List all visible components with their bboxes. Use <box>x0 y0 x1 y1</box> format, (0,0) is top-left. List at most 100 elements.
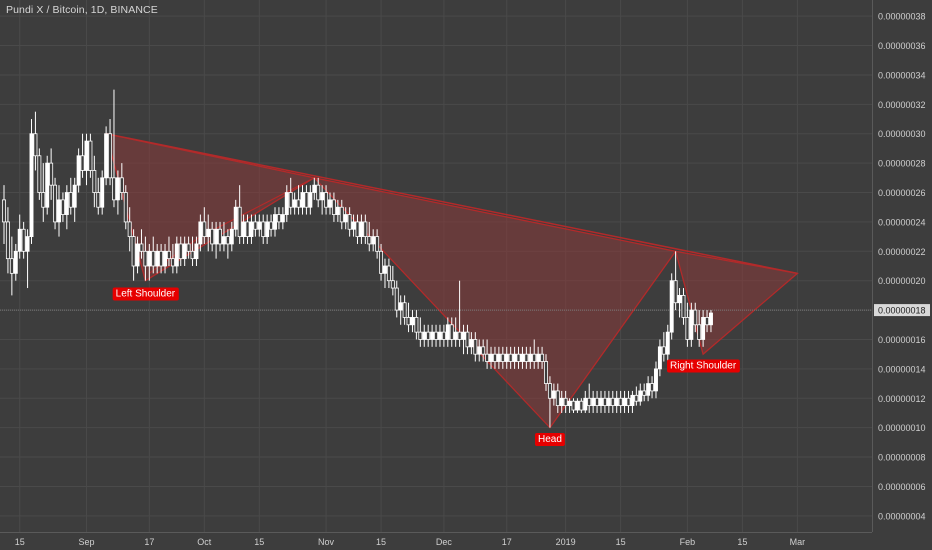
candle-body <box>595 397 600 407</box>
candle-body <box>520 353 525 362</box>
y-tick-label: 0.00000038 <box>878 12 926 22</box>
candle-body <box>127 221 132 238</box>
candle-body <box>489 353 493 362</box>
candle-body <box>665 331 670 355</box>
candle-body <box>64 192 69 215</box>
candle-body <box>689 309 694 340</box>
candle-body <box>25 236 30 252</box>
candle-body <box>33 133 38 157</box>
candle-body <box>536 353 541 362</box>
y-tick-label: 0.00000030 <box>878 129 926 139</box>
x-tick-label: Nov <box>318 537 335 547</box>
candle-body <box>375 236 380 252</box>
candle-body <box>143 250 148 267</box>
candle-body <box>131 236 136 267</box>
candle-body <box>618 397 623 407</box>
pattern-label-text: Right Shoulder <box>670 360 737 371</box>
candle-body <box>88 140 93 171</box>
candle-body <box>249 221 254 238</box>
candle-body <box>708 312 713 326</box>
candle-body <box>57 199 61 223</box>
candle-body <box>335 206 340 215</box>
candle-body <box>284 192 289 215</box>
candle-body <box>563 397 568 407</box>
candle-body <box>53 184 58 223</box>
candle-body <box>551 390 556 399</box>
candle-body <box>265 221 270 238</box>
candle-body <box>245 221 250 238</box>
candle-body <box>441 331 446 340</box>
candle-body <box>650 383 655 392</box>
candle-body <box>80 155 85 171</box>
candle-body <box>591 397 596 407</box>
y-tick-label: 0.00000028 <box>878 159 926 169</box>
candle-body <box>186 243 191 252</box>
pattern-triangle-right-shoulder <box>674 250 799 356</box>
pattern-helper-line <box>200 177 315 238</box>
candle-body <box>685 317 690 340</box>
candle-body <box>198 221 203 245</box>
current-price-tag <box>874 304 930 317</box>
x-tick-label: 15 <box>15 537 25 547</box>
candle-body <box>328 199 332 208</box>
candle-body <box>37 155 42 193</box>
x-tick-label: 15 <box>737 537 747 547</box>
pattern-label-left-shoulder: Left Shoulder <box>112 287 179 301</box>
candle-body <box>194 243 199 260</box>
x-tick-label: 15 <box>616 537 626 547</box>
candle-body <box>418 331 423 340</box>
candle-body <box>567 400 572 407</box>
candle-body <box>496 353 501 362</box>
candle-body <box>477 346 482 355</box>
candle-body <box>229 228 234 245</box>
candle-body <box>437 331 442 340</box>
candle-body <box>426 331 431 340</box>
candle-body <box>410 317 415 326</box>
candle-body <box>622 397 627 407</box>
candle-body <box>218 228 222 245</box>
candle-body <box>170 258 175 267</box>
candle-body <box>304 192 309 208</box>
candle-body <box>312 184 317 193</box>
candle-body <box>163 250 168 267</box>
candle-body <box>473 339 478 355</box>
candle-body <box>559 397 564 407</box>
candle-body <box>49 162 54 186</box>
candle-body <box>253 221 258 230</box>
candle-body <box>60 199 65 215</box>
candle-body <box>104 133 109 179</box>
pattern-label-right-shoulder: Right Shoulder <box>667 359 740 373</box>
candle-body <box>112 177 116 201</box>
candle-body <box>457 331 462 340</box>
candle-body <box>363 221 368 238</box>
x-tick-label: 17 <box>502 537 512 547</box>
y-tick-label: 0.00000020 <box>878 276 926 286</box>
candle-body <box>13 250 18 274</box>
candle-body <box>359 221 364 238</box>
candle-body <box>697 324 702 340</box>
candle-body <box>135 243 140 267</box>
y-tick-label: 0.00000004 <box>878 511 926 521</box>
candle-body <box>214 228 219 245</box>
candle-body <box>151 250 156 267</box>
candle-body <box>324 192 329 208</box>
candle-body <box>45 162 50 208</box>
candle-body <box>646 383 651 396</box>
candle-body <box>485 353 490 362</box>
candle-body <box>453 331 458 340</box>
candle-body <box>288 192 293 208</box>
candle-body <box>92 170 97 193</box>
candle-body <box>68 192 73 208</box>
candle-body <box>414 317 419 333</box>
candle-body <box>29 133 34 238</box>
y-tick-label: 0.00000008 <box>878 453 926 463</box>
candle-body <box>292 199 297 208</box>
x-tick-label: Oct <box>197 537 212 547</box>
candle-body <box>681 294 686 318</box>
candle-body <box>602 397 607 407</box>
y-tick-label: 0.00000034 <box>878 70 926 80</box>
candle-body <box>406 317 411 326</box>
candle-body <box>630 394 635 407</box>
candle-body <box>571 400 576 411</box>
